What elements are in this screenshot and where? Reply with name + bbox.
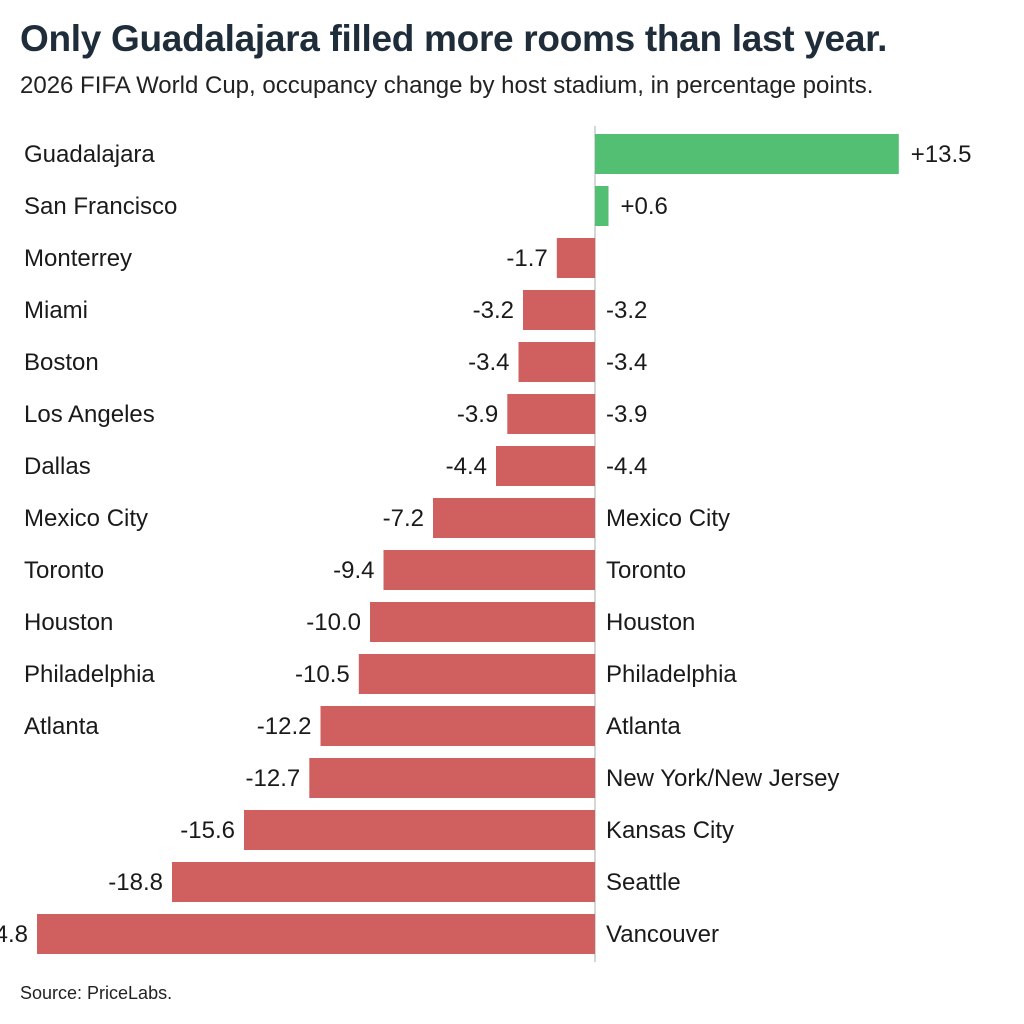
category-label-left-7: Mexico City	[24, 505, 148, 532]
value-label-15: -24.8	[0, 921, 28, 948]
category-label-left-9: Houston	[24, 609, 113, 636]
category-label-left-2: Monterrey	[24, 245, 132, 272]
bar-11	[320, 706, 595, 746]
bar-3	[523, 290, 595, 330]
bar-8	[383, 550, 595, 590]
category-label-right-6: -4.4	[606, 453, 647, 480]
category-label-right-4: -3.4	[606, 349, 647, 376]
bar-14	[172, 862, 595, 902]
value-label-0: +13.5	[911, 141, 972, 168]
category-label-left-10: Philadelphia	[24, 661, 155, 688]
category-label-right-8: Toronto	[606, 557, 686, 584]
value-label-8: -9.4	[333, 557, 374, 584]
value-label-3: -3.2	[473, 297, 514, 324]
category-label-left-3: Miami	[24, 297, 88, 324]
category-label-right-3: -3.2	[606, 297, 647, 324]
bar-15	[37, 914, 595, 954]
value-label-10: -10.5	[295, 661, 350, 688]
category-label-left-8: Toronto	[24, 557, 104, 584]
bar-7	[433, 498, 595, 538]
category-label-left-4: Boston	[24, 349, 99, 376]
category-label-right-15: Vancouver	[606, 921, 719, 948]
category-label-right-5: -3.9	[606, 401, 647, 428]
value-label-2: -1.7	[506, 245, 547, 272]
category-label-right-11: Atlanta	[606, 713, 681, 740]
bar-5	[507, 394, 596, 434]
category-label-left-11: Atlanta	[24, 713, 99, 740]
bar-2	[556, 238, 596, 278]
value-label-1: +0.6	[621, 193, 668, 220]
category-label-right-9: Houston	[606, 609, 695, 636]
category-label-right-14: Seattle	[606, 869, 681, 896]
value-label-6: -4.4	[446, 453, 487, 480]
bar-12	[309, 758, 596, 798]
value-label-12: -12.7	[246, 765, 301, 792]
chart-title: Only Guadalajara filled more rooms than …	[20, 18, 888, 59]
category-label-left-5: Los Angeles	[24, 401, 155, 428]
bar-chart: Guadalajara +13.5 San Francisco +0.6 Monterr…	[0, 126, 972, 962]
category-label-right-7: Mexico City	[606, 505, 730, 532]
bar-13	[244, 810, 595, 850]
bar-0	[595, 134, 899, 174]
value-label-5: -3.9	[457, 401, 498, 428]
category-label-right-12: New York/New Jersey	[606, 765, 839, 792]
bar-9	[370, 602, 595, 642]
value-label-13: -15.6	[180, 817, 235, 844]
value-label-4: -3.4	[468, 349, 509, 376]
category-label-right-13: Kansas City	[606, 817, 734, 844]
bar-10	[358, 654, 596, 694]
value-label-7: -7.2	[383, 505, 424, 532]
bar-6	[496, 446, 595, 486]
bar-1	[595, 186, 609, 226]
category-label-left-1: San Francisco	[24, 193, 177, 220]
value-label-9: -10.0	[306, 609, 361, 636]
chart-subtitle: 2026 FIFA World Cup, occupancy change by…	[20, 72, 874, 99]
source-note: Source: PriceLabs.	[20, 983, 173, 1003]
category-label-left-0: Guadalajara	[24, 141, 155, 168]
bar-4	[518, 342, 595, 382]
category-label-left-6: Dallas	[24, 453, 91, 480]
category-label-right-10: Philadelphia	[606, 661, 737, 688]
value-label-14: -18.8	[108, 869, 163, 896]
value-label-11: -12.2	[257, 713, 312, 740]
